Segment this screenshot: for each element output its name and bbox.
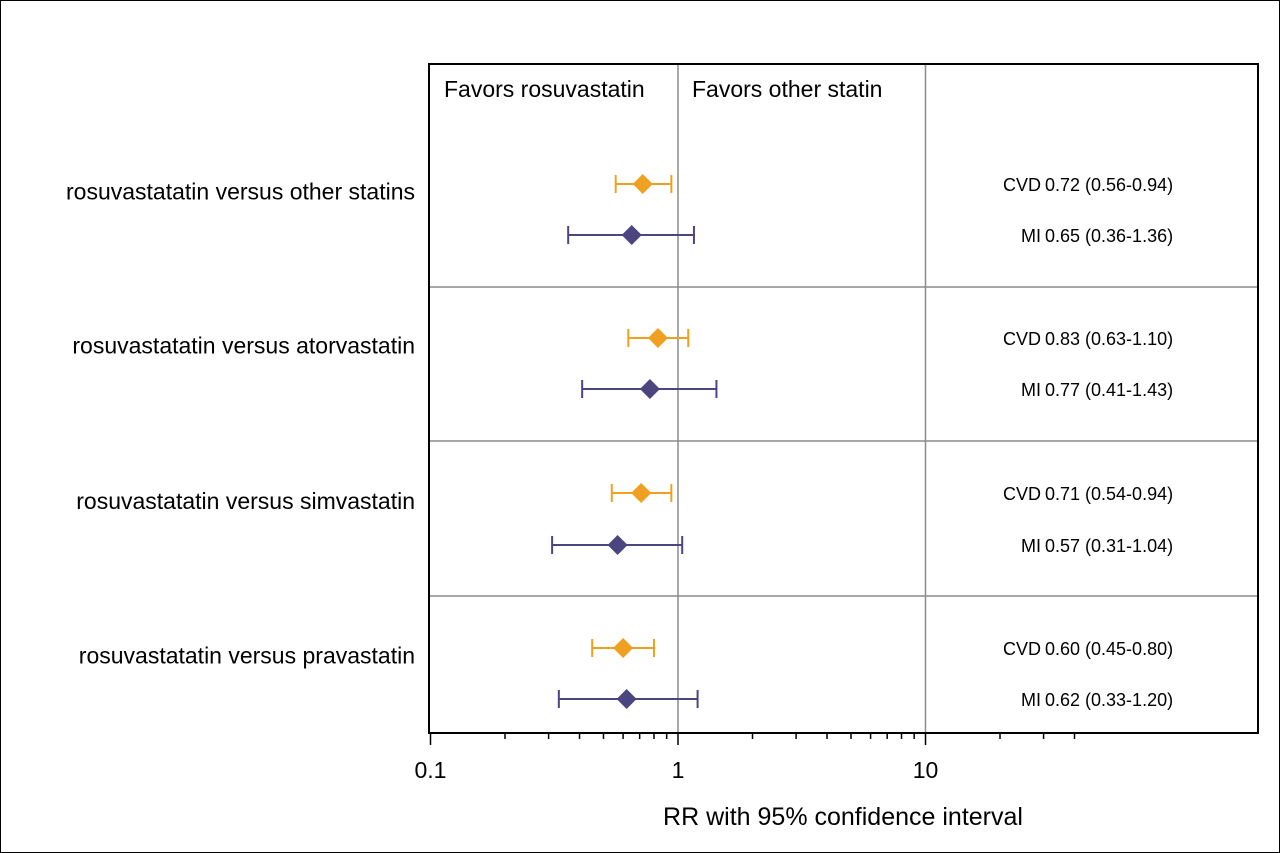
x-tick-label: 10 [913,757,939,783]
x-tick-label: 0.1 [415,757,447,783]
grid-layer [429,64,1258,733]
cvd-point-estimate [647,328,668,348]
group-label: rosuvastatatin versus other statins [66,179,415,205]
mi-point-estimate [639,379,660,399]
x-axis-title: RR with 95% confidence interval [663,803,1023,831]
estimate-text: 0.57 (0.31-1.04) [1045,536,1173,556]
estimate-text: 0.72 (0.56-0.94) [1045,175,1173,195]
mi-point-estimate [616,689,637,709]
favors-rosuvastatin-label: Favors rosuvastatin [444,76,645,102]
outcome-label: CVD [1003,639,1041,659]
cvd-point-estimate [613,638,634,658]
cvd-point-estimate [631,483,652,503]
estimate-text: 0.62 (0.33-1.20) [1045,690,1173,710]
outcome-label: MI [1021,536,1041,556]
outcome-label: MI [1021,380,1041,400]
estimate-text: 0.65 (0.36-1.36) [1045,226,1173,246]
outcome-label: CVD [1003,484,1041,504]
estimate-text: 0.83 (0.63-1.10) [1045,329,1173,349]
x-axis: 0.1 1 10 [415,732,1258,783]
outcome-label: CVD [1003,175,1041,195]
group-label: rosuvastatatin versus atorvastatin [72,333,415,359]
estimate-text: 0.60 (0.45-0.80) [1045,639,1173,659]
estimate-text: 0.71 (0.54-0.94) [1045,484,1173,504]
outcome-label: MI [1021,226,1041,246]
group-label: rosuvastatatin versus simvastatin [76,488,415,514]
estimate-text: 0.77 (0.41-1.43) [1045,380,1173,400]
x-tick-label: 1 [672,757,685,783]
mi-point-estimate [607,535,628,555]
outcome-label: MI [1021,690,1041,710]
favors-other-statin-label: Favors other statin [692,76,882,102]
marks-layer: rosuvastatatin versus other statins CVD 0.… [66,174,1173,710]
group-label: rosuvastatatin versus pravastatin [79,643,415,669]
outcome-label: CVD [1003,329,1041,349]
mi-point-estimate [621,225,642,245]
cvd-point-estimate [632,174,653,194]
